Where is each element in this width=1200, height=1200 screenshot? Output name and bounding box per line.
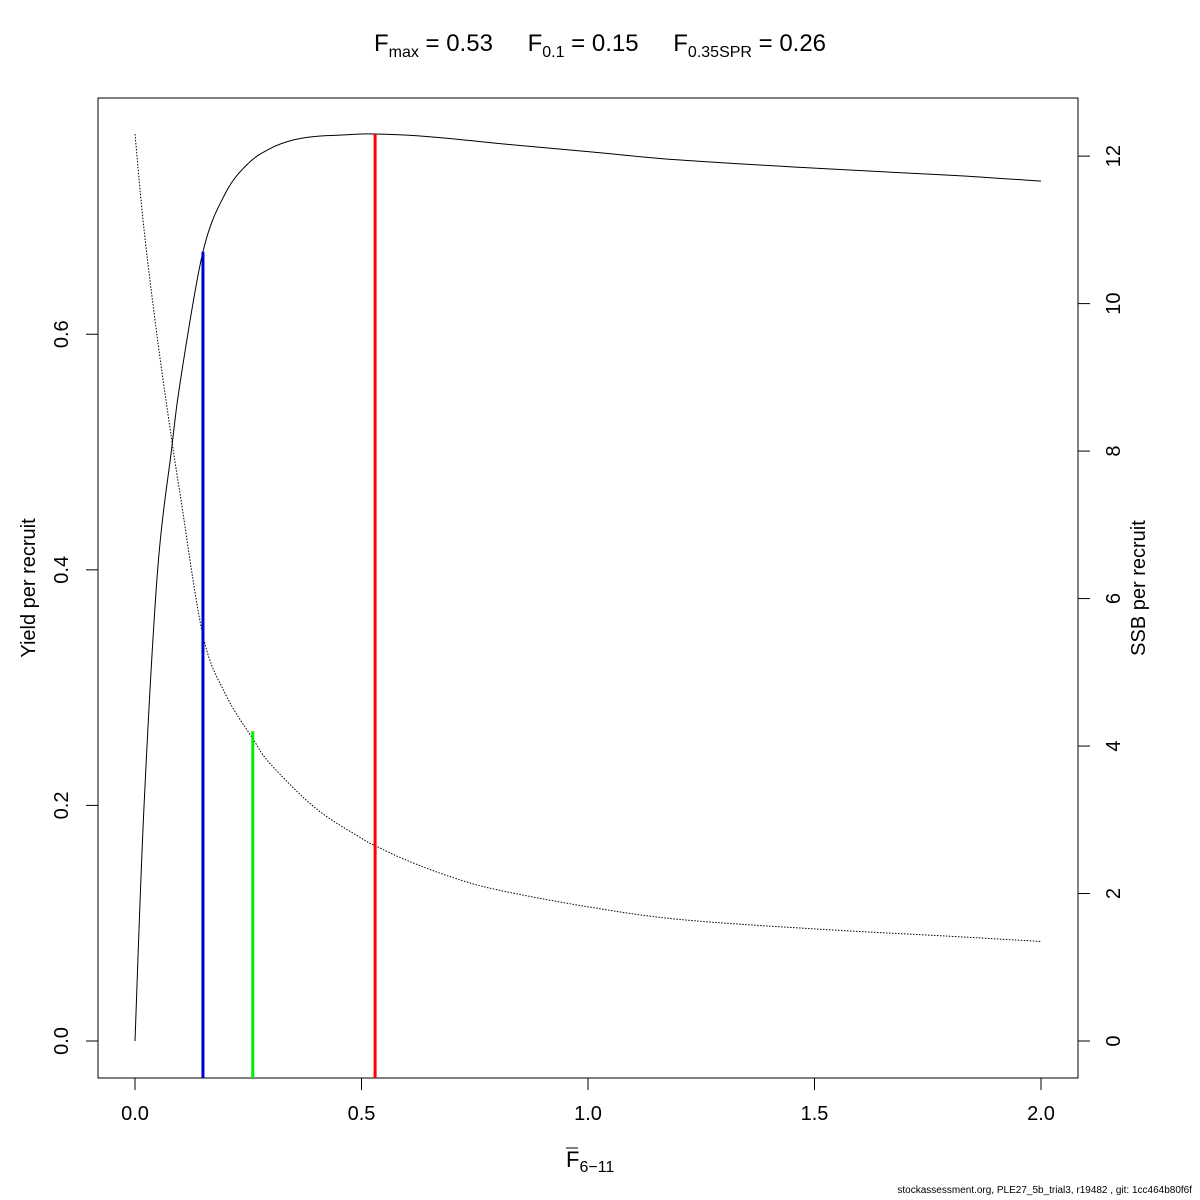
y-right-tick-label: 10: [1103, 292, 1125, 314]
y-right-tick-label: 12: [1103, 145, 1125, 167]
y-left-tick-label: 0.0: [51, 1027, 73, 1055]
y-right-tick-label: 4: [1103, 740, 1125, 751]
series-layer: [134, 133, 1042, 1042]
title-term-f035spr: F0.35SPR = 0.26: [673, 30, 827, 61]
reference-lines: [201, 134, 377, 1078]
y-left-tick-label: 0.6: [51, 320, 73, 348]
x-axis: 0.0 0.5 1.0 1.5 2.0: [121, 1077, 1055, 1125]
x-tick-label: 0.0: [121, 1103, 149, 1125]
x-tick-label: 0.5: [348, 1103, 376, 1125]
y-right-tick-label: 2: [1103, 888, 1125, 899]
title-term-f01: F0.1 = 0.15: [527, 30, 639, 61]
chart-title: Fmax = 0.53 F0.1 = 0.15 F0.35SPR = 0.26: [0, 30, 1200, 62]
y-right-tick-label: 0: [1103, 1035, 1125, 1046]
x-tick-label: 1.0: [574, 1103, 602, 1125]
x-tick-label: 2.0: [1027, 1103, 1055, 1125]
y-right-tick-label: 6: [1103, 593, 1125, 604]
plot-frame: [97, 97, 1079, 1079]
y-axis-right-label: SSB per recruit: [1128, 520, 1150, 656]
x-tick-label: 1.5: [801, 1103, 829, 1125]
yield-per-recruit-curve: [134, 133, 1042, 1042]
y-left-tick-label: 0.4: [51, 556, 73, 584]
ssb-per-recruit-curve: [134, 133, 1042, 942]
x-axis-label: F6−11: [566, 1147, 614, 1176]
footer-note: stockassessment.org, PLE27_5b_trial3, r1…: [897, 1185, 1192, 1196]
y-right-tick-label: 8: [1103, 446, 1125, 457]
title-term-fmax: Fmax = 0.53: [373, 30, 493, 61]
y-axis-left: 0.0 0.2 0.4 0.6: [51, 320, 99, 1055]
y-axis-right: 0 2 4 6 8 10 12: [1077, 145, 1125, 1047]
y-left-tick-label: 0.2: [51, 792, 73, 820]
x-axis-label-base: F6−11: [566, 1147, 614, 1176]
y-axis-left-label: Yield per recruit: [18, 518, 40, 658]
